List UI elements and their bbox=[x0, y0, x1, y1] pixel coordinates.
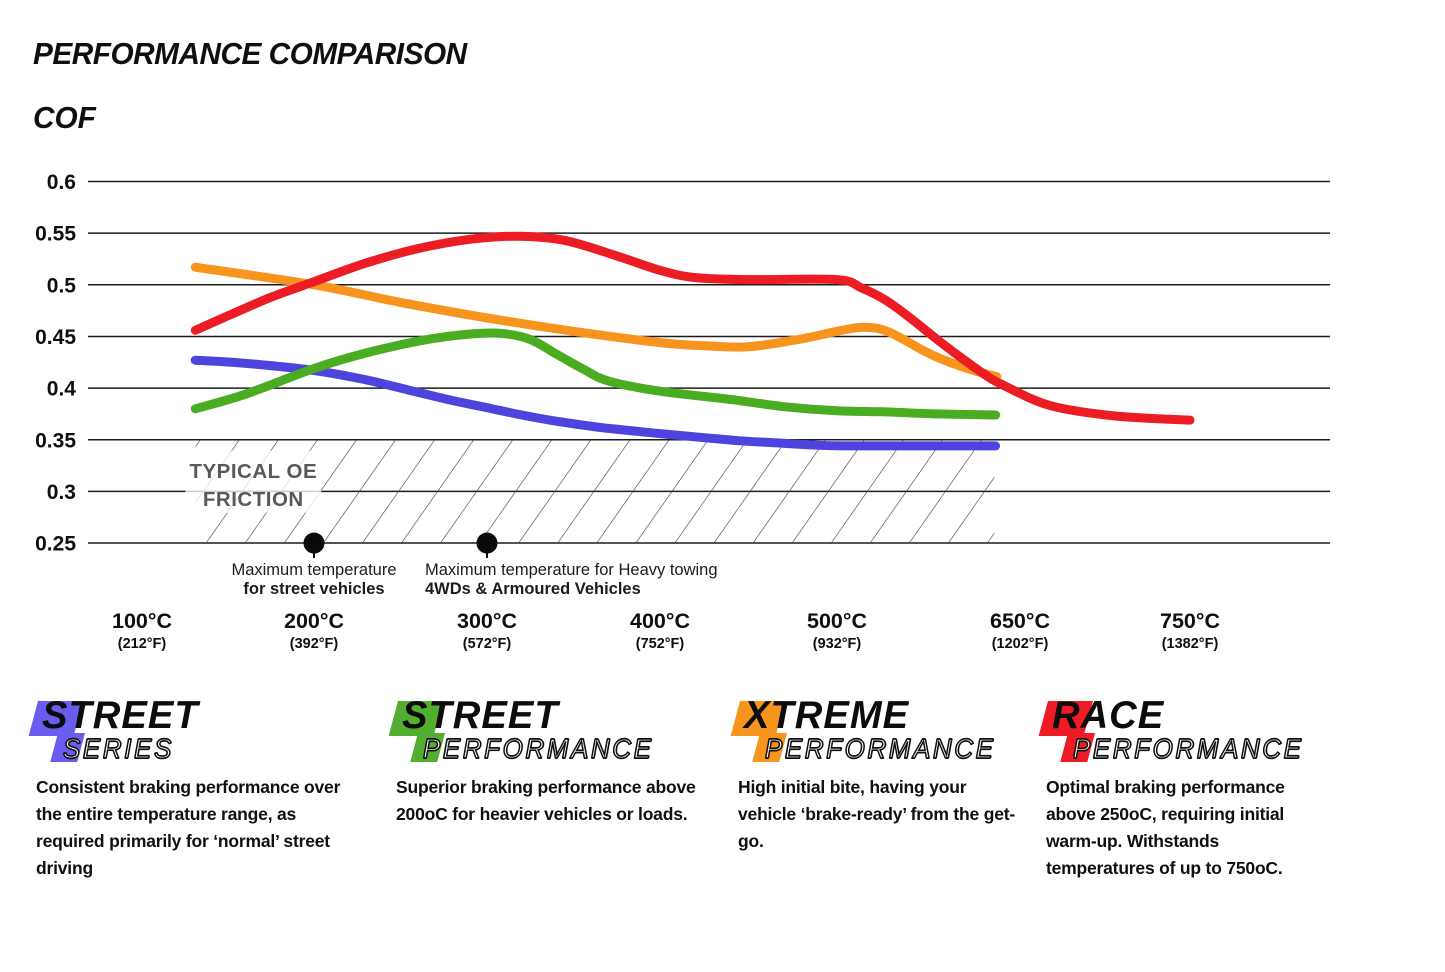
y-tick-label: 0.6 bbox=[47, 171, 76, 194]
max-temp-marker-dot bbox=[476, 532, 498, 554]
series-line-xtreme-performance bbox=[190, 262, 1002, 382]
y-axis-title: COF bbox=[33, 100, 96, 135]
race-performance-description: Optimal braking performance above 250oC,… bbox=[1046, 777, 1285, 878]
page-title: PERFORMANCE COMPARISON bbox=[33, 36, 467, 71]
street-performance-logo: STREET PERFORMANCE bbox=[388, 694, 736, 764]
logo-word-secondary: PERFORMANCE bbox=[1072, 733, 1304, 764]
typical-oe-friction-band bbox=[195, 439, 995, 544]
max-temp-marker-dot bbox=[303, 532, 325, 554]
oe-label-backing bbox=[185, 450, 322, 513]
street-series-logo: STREET SERIES bbox=[28, 694, 376, 764]
logo-word-secondary: SERIES bbox=[62, 733, 175, 764]
race-performance-logo: RACE PERFORMANCE bbox=[1038, 694, 1386, 764]
street-series-description: Consistent braking performance over the … bbox=[36, 777, 341, 878]
logo-word-primary: XTREME bbox=[744, 694, 910, 737]
street-performance-description: Superior braking performance above 200oC… bbox=[396, 777, 696, 824]
x-tick-label: 400°C (752°F) bbox=[630, 609, 690, 652]
oe-friction-label: TYPICAL OE FRICTION bbox=[189, 460, 317, 511]
annotation-4wds-&-armoured-vehicles: Maximum temperature for Heavy towing 4WDs… bbox=[425, 561, 718, 598]
x-tick-label: 500°C (932°F) bbox=[807, 609, 867, 652]
y-tick-label: 0.3 bbox=[47, 481, 76, 504]
y-tick-label: 0.55 bbox=[35, 223, 76, 246]
y-tick-label: 0.45 bbox=[35, 326, 76, 349]
xtreme-performance-logo: XTREME PERFORMANCE bbox=[730, 694, 1078, 764]
x-tick-label: 750°C (1382°F) bbox=[1160, 609, 1220, 652]
y-tick-label: 0.25 bbox=[35, 533, 76, 556]
x-tick-label: 300°C (572°F) bbox=[457, 609, 517, 652]
logo-word-secondary: PERFORMANCE bbox=[764, 733, 996, 764]
x-tick-label: 650°C (1202°F) bbox=[990, 609, 1050, 652]
logo-word-primary: RACE bbox=[1052, 694, 1165, 737]
x-tick-label: 100°C (212°F) bbox=[112, 609, 172, 652]
y-tick-label: 0.35 bbox=[35, 429, 76, 452]
xtreme-performance-description: High initial bite, having your vehicle ‘… bbox=[738, 777, 1015, 851]
cof-temperature-chart: TYPICAL OE FRICTION 0.60.550.50.450.40.35… bbox=[35, 171, 1330, 652]
series-line-street-series bbox=[190, 355, 1001, 451]
y-tick-label: 0.4 bbox=[47, 378, 77, 401]
x-tick-label: 200°C (392°F) bbox=[284, 609, 344, 652]
logo-word-secondary: PERFORMANCE bbox=[422, 733, 654, 764]
series-line-street-performance bbox=[190, 328, 1001, 420]
logo-word-primary: STREET bbox=[42, 694, 199, 737]
logo-word-primary: STREET bbox=[402, 694, 559, 737]
series-line-race-performance bbox=[190, 231, 1195, 425]
annotation-for-street-vehicles: Maximum temperature for street vehicles bbox=[231, 561, 396, 598]
y-tick-label: 0.5 bbox=[47, 274, 77, 297]
